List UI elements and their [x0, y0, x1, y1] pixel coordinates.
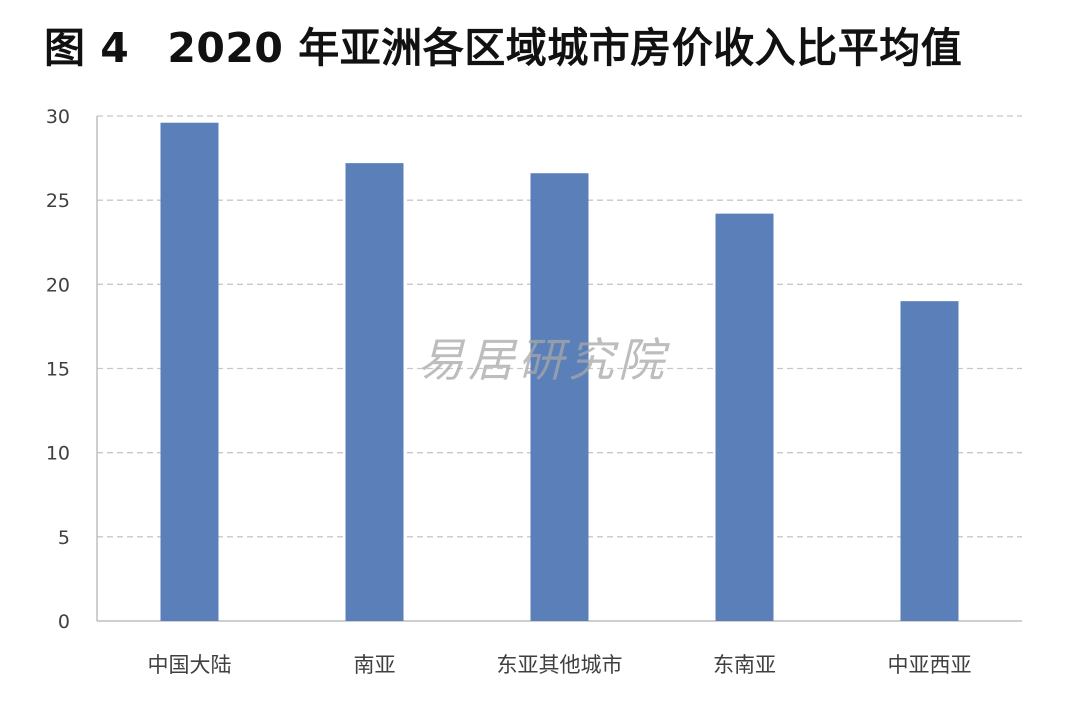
y-tick-label: 25 [46, 190, 70, 212]
bar [530, 173, 589, 621]
y-tick-label: 30 [46, 106, 70, 128]
category-label: 中国大陆 [148, 653, 232, 677]
y-tick-label: 20 [46, 274, 70, 296]
y-tick-label: 15 [46, 359, 70, 381]
category-label: 东南亚 [713, 653, 776, 677]
figure-label: 图 4 [44, 24, 130, 72]
category-label: 南亚 [354, 653, 396, 677]
watermark-text: 易居研究院 [418, 333, 670, 387]
category-labels: 中国大陆 南亚 东亚其他城市 东南亚 中亚西亚 [148, 653, 972, 677]
bar [160, 122, 219, 621]
chart-title: 图 4 2020 年亚洲各区域城市房价收入比平均值 [44, 14, 962, 74]
y-tick-label: 10 [46, 443, 70, 465]
bar [900, 301, 959, 621]
title-text: 2020 年亚洲各区域城市房价收入比平均值 [167, 24, 963, 72]
y-tick-label: 0 [58, 611, 70, 633]
y-tick-label: 5 [58, 527, 70, 549]
bar [715, 213, 774, 621]
category-label: 东亚其他城市 [497, 653, 623, 677]
bar [345, 163, 404, 621]
y-tick-labels: 0 5 10 15 20 25 30 [46, 106, 70, 633]
category-label: 中亚西亚 [888, 653, 972, 677]
bars [160, 122, 959, 621]
